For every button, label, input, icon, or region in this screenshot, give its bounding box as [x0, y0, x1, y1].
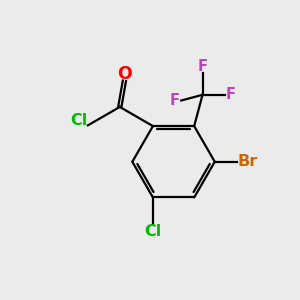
Text: Cl: Cl: [144, 224, 162, 239]
Text: Br: Br: [238, 154, 258, 169]
Text: F: F: [226, 87, 236, 102]
Text: F: F: [170, 93, 180, 108]
Text: O: O: [117, 65, 132, 83]
Text: Cl: Cl: [70, 112, 87, 128]
Text: F: F: [197, 59, 208, 74]
